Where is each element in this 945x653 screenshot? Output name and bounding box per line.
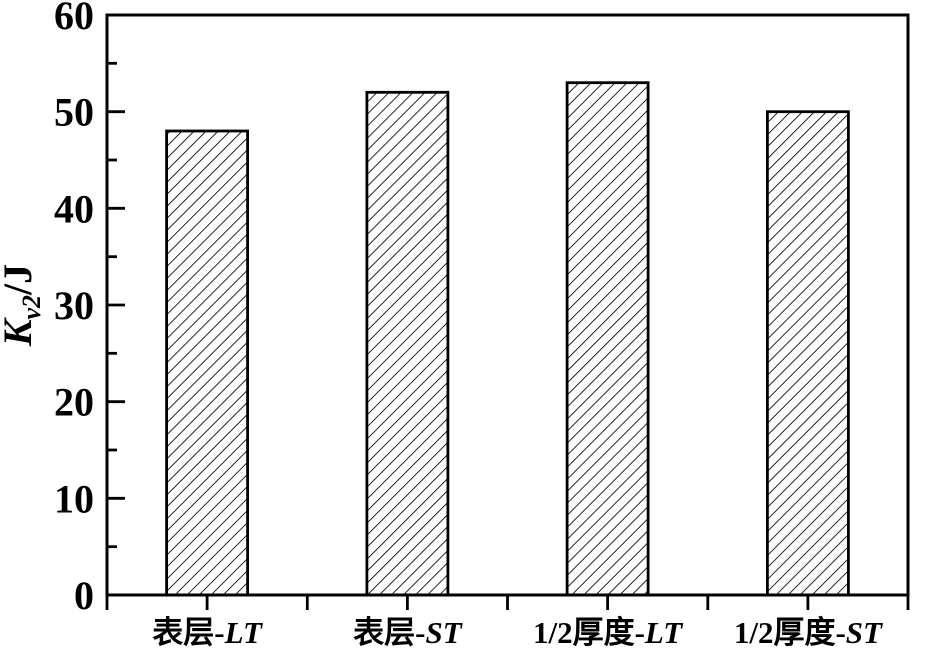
labels-group: 0 10 20 30 40 50 60 表层-LT 表层-ST 1/2厚度-LT 1/2厚度-ST K… <box>0 0 883 650</box>
y-axis-title: Kv2/J <box>0 264 46 347</box>
bar-2 <box>365 90 450 597</box>
bar-3 <box>565 81 650 597</box>
x-category-label: 表层-ST <box>353 615 463 650</box>
y-tick-label: 0 <box>74 573 94 618</box>
bar-1 <box>165 129 250 597</box>
axes-group <box>105 13 910 610</box>
y-tick-label: 30 <box>54 283 94 328</box>
y-tick-label: 60 <box>54 0 94 38</box>
x-category-label: 表层-LT <box>152 615 263 650</box>
x-category-label: 1/2厚度-ST <box>734 615 883 650</box>
y-tick-label: 20 <box>54 380 94 425</box>
y-tick-label: 40 <box>54 186 94 231</box>
bars-group <box>165 81 850 597</box>
bar-4 <box>766 110 850 597</box>
x-category-label: 1/2厚度-LT <box>533 615 683 650</box>
y-tick-label: 10 <box>54 476 94 521</box>
y-tick-label: 50 <box>54 90 94 135</box>
